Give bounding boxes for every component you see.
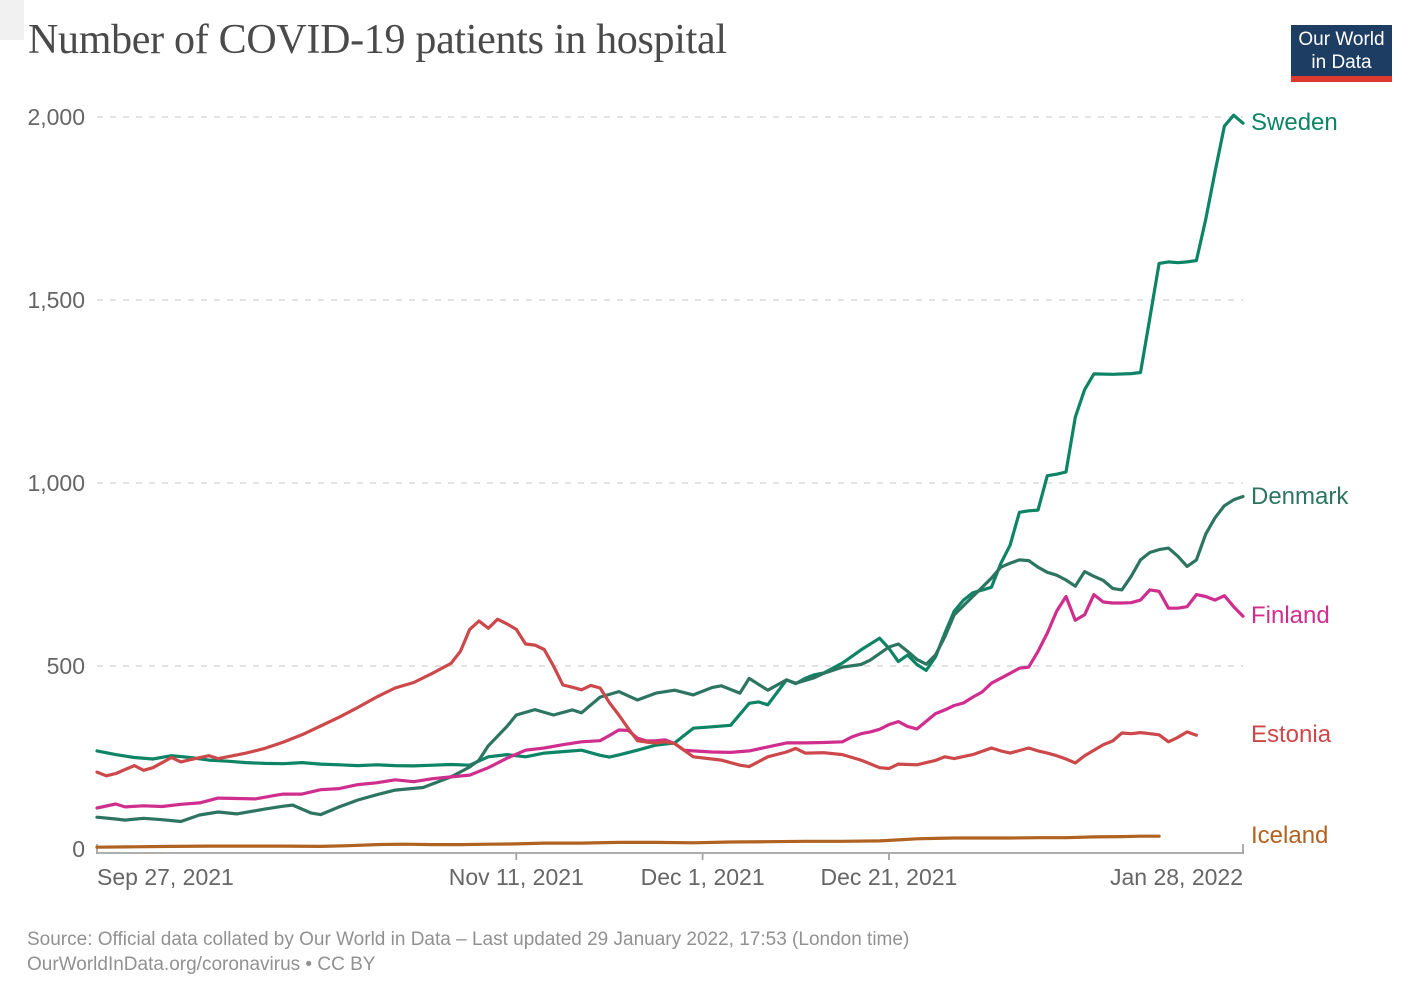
series-label-iceland: Iceland	[1251, 822, 1329, 850]
x-tick-label-45: Nov 11, 2021	[448, 864, 584, 890]
series-line-finland	[95, 588, 1245, 810]
x-tick-label-123: Jan 28, 2022	[1109, 864, 1243, 890]
owid-logo: Our World in Data	[1291, 25, 1392, 82]
chart-footer: Source: Official data collated by Our Wo…	[27, 927, 1227, 977]
source-note: Source: Official data collated by Our Wo…	[27, 929, 910, 950]
series-label-estonia: Estonia	[1251, 721, 1332, 749]
series-label-denmark: Denmark	[1251, 482, 1349, 510]
y-tick-label-0: 0	[72, 836, 85, 862]
owid-logo-line1: Our World	[1298, 28, 1385, 50]
page-title: Number of COVID-19 patients in hospital	[28, 17, 727, 63]
y-tick-label-1500: 1,500	[27, 287, 85, 313]
y-tick-label-2000: 2,000	[27, 104, 85, 130]
series-label-sweden: Sweden	[1251, 109, 1338, 137]
x-tick-label-85: Dec 21, 2021	[820, 864, 958, 890]
series-line-estonia	[95, 617, 1199, 778]
y-tick-label-1000: 1,000	[27, 470, 85, 496]
series-line-denmark	[95, 494, 1245, 824]
screen-corner-artifact	[0, 0, 24, 40]
owid-logo-line2: in Data	[1311, 51, 1372, 73]
series-line-sweden	[95, 113, 1245, 768]
series-line-iceland	[95, 834, 1161, 849]
license-note: OurWorldInData.org/coronavirus • CC BY	[27, 954, 376, 975]
x-tick-label-0: Sep 27, 2021	[97, 864, 234, 890]
series-label-finland: Finland	[1251, 602, 1330, 630]
x-tick-label-65: Dec 1, 2021	[640, 864, 765, 890]
y-tick-label-500: 500	[46, 653, 85, 679]
